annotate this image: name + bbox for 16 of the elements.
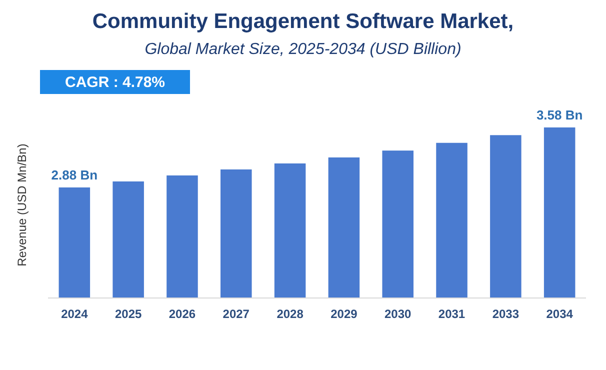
x-tick-label: 2024 bbox=[61, 307, 88, 321]
x-tick-label: 2033 bbox=[492, 307, 520, 321]
x-tick-label: 2030 bbox=[384, 307, 412, 321]
x-tick-label: 2028 bbox=[276, 307, 304, 321]
x-tick-label: 2029 bbox=[330, 307, 358, 321]
data-label: 3.58 Bn bbox=[536, 107, 583, 122]
y-axis-title: Revenue (USD Mn/Bn) bbox=[15, 144, 29, 266]
text: CAGR : 4.78% bbox=[64, 74, 166, 91]
x-tick-label: 2027 bbox=[222, 307, 250, 321]
data-label: 2.88 Bn bbox=[51, 167, 98, 182]
x-tick-label: 2031 bbox=[438, 307, 466, 321]
x-tick-label: 2025 bbox=[114, 307, 142, 321]
chart-title: Community Engagement Software Market, bbox=[92, 10, 514, 33]
x-tick-label: 2026 bbox=[168, 307, 196, 321]
chart-subtitle: Global Market Size, 2025-2034 (USD Billion) bbox=[144, 41, 462, 58]
x-tick-label: 2034 bbox=[546, 307, 574, 321]
